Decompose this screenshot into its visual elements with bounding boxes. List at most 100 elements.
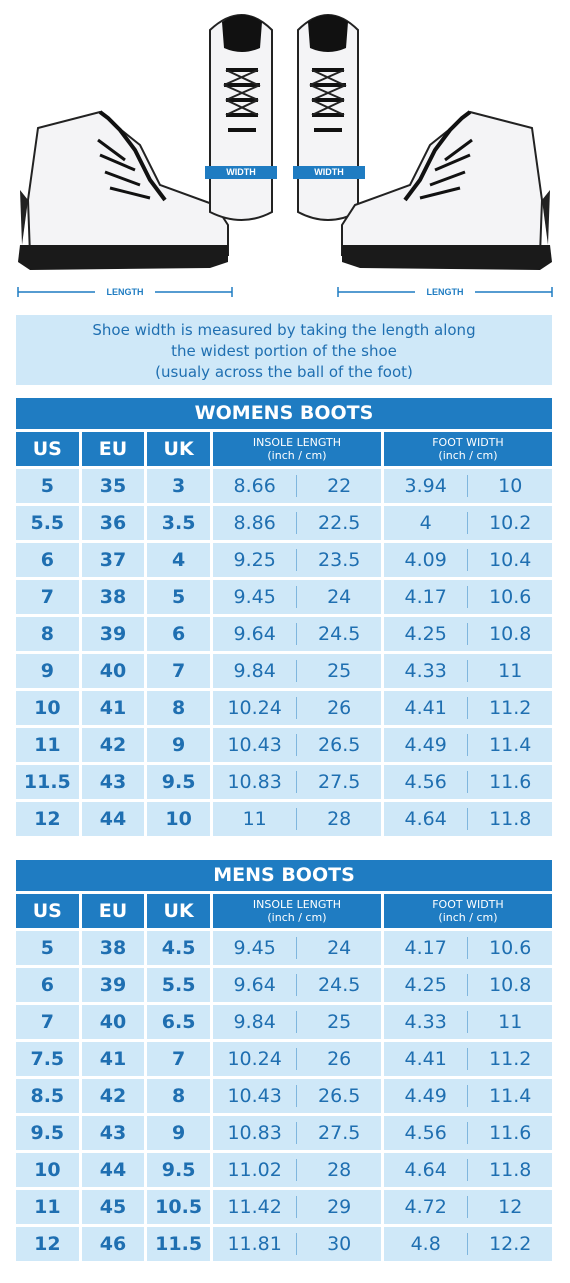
- width-label-left: WIDTH: [205, 166, 277, 179]
- right-boot-side-view: [341, 110, 552, 270]
- us-size-cell: 5.5: [16, 506, 79, 540]
- table-row: 9.5 43 9 10.83 27.5 4.56 11.6: [16, 1116, 552, 1150]
- eu-size-cell: 44: [81, 1153, 145, 1187]
- insole-inch: 9.84: [233, 1011, 276, 1033]
- table-row: 11 42 9 10.43 26.5 4.49 11.4: [16, 728, 552, 762]
- insole-inch: 8.66: [233, 475, 276, 497]
- foot-width-cell: 4.33 11: [383, 1005, 552, 1039]
- table-row: 5 38 4.5 9.45 24 4.17 10.6: [16, 931, 552, 965]
- table-row: 5 35 3 8.66 22 3.94 10: [16, 469, 552, 503]
- header-foot-label: FOOT WIDTH: [432, 436, 504, 449]
- insole-inch: 11.02: [227, 1159, 282, 1181]
- us-size-cell: 7.5: [16, 1042, 79, 1076]
- cell-divider: [296, 1196, 298, 1218]
- insole-cm: 25: [327, 1011, 352, 1033]
- us-size-cell: 11: [16, 728, 79, 762]
- uk-size-cell: 4.5: [147, 931, 210, 965]
- foot-width-cell: 4.49 11.4: [383, 728, 552, 762]
- table-row: 8.5 42 8 10.43 26.5 4.49 11.4: [16, 1079, 552, 1113]
- eu-size-cell: 44: [81, 802, 145, 836]
- mens-table-title: MENS BOOTS: [16, 860, 552, 891]
- insole-inch: 9.45: [233, 937, 276, 959]
- uk-size-cell: 5: [147, 580, 210, 614]
- cell-divider: [296, 937, 298, 959]
- foot-width-cm: 11.2: [489, 1048, 532, 1070]
- insole-cell: 9.45 24: [212, 931, 381, 965]
- uk-size-cell: 3.5: [147, 506, 210, 540]
- cell-divider: [467, 1233, 469, 1255]
- cell-divider: [296, 660, 298, 682]
- insole-inch: 10.83: [227, 1122, 282, 1144]
- cell-divider: [467, 660, 469, 682]
- cell-divider: [467, 771, 469, 793]
- cell-divider: [296, 1159, 298, 1181]
- eu-size-cell: 41: [81, 691, 145, 725]
- foot-width-inch: 3.94: [404, 475, 447, 497]
- foot-width-inch: 4.72: [404, 1196, 447, 1218]
- insole-cm: 27.5: [318, 1122, 361, 1144]
- insole-inch: 9.45: [233, 586, 276, 608]
- cell-divider: [296, 475, 298, 497]
- insole-cm: 23.5: [318, 549, 361, 571]
- foot-width-cell: 4.41 11.2: [383, 1042, 552, 1076]
- insole-cell: 9.84 25: [212, 1005, 381, 1039]
- table-row: 12 46 11.5 11.81 30 4.8 12.2: [16, 1227, 552, 1261]
- foot-width-cm: 11.6: [489, 1122, 532, 1144]
- insole-cell: 10.24 26: [212, 691, 381, 725]
- uk-size-cell: 7: [147, 654, 210, 688]
- insole-cm: 30: [327, 1233, 352, 1255]
- eu-size-cell: 39: [81, 968, 145, 1002]
- insole-inch: 10.83: [227, 771, 282, 793]
- foot-width-inch: 4.09: [404, 549, 447, 571]
- table-row: 7 38 5 9.45 24 4.17 10.6: [16, 580, 552, 614]
- womens-size-table: WOMENS BOOTS US EU UK INSOLE LENGTH (inc…: [16, 398, 552, 836]
- us-size-cell: 12: [16, 1227, 79, 1261]
- insole-inch: 10.43: [227, 1085, 282, 1107]
- cell-divider: [467, 734, 469, 756]
- table-row: 6 37 4 9.25 23.5 4.09 10.4: [16, 543, 552, 577]
- uk-size-cell: 8: [147, 1079, 210, 1113]
- insole-cell: 9.45 24: [212, 580, 381, 614]
- length-label-right: LENGTH: [415, 286, 475, 298]
- cell-divider: [296, 808, 298, 830]
- insole-cell: 8.86 22.5: [212, 506, 381, 540]
- cell-divider: [467, 623, 469, 645]
- insole-cell: 10.43 26.5: [212, 728, 381, 762]
- cell-divider: [296, 734, 298, 756]
- header-foot-label: FOOT WIDTH: [432, 898, 504, 911]
- foot-width-inch: 4.56: [404, 1122, 447, 1144]
- foot-width-cell: 4.56 11.6: [383, 765, 552, 799]
- boot-illustrations: [17, 14, 553, 297]
- header-uk: UK: [147, 894, 210, 928]
- foot-width-cell: 4.64 11.8: [383, 802, 552, 836]
- uk-size-cell: 9: [147, 1116, 210, 1150]
- eu-size-cell: 39: [81, 617, 145, 651]
- header-us: US: [16, 894, 79, 928]
- mens-header-row: US EU UK INSOLE LENGTH (inch / cm) FOOT …: [16, 894, 552, 928]
- insole-inch: 11.81: [227, 1233, 282, 1255]
- foot-width-cell: 4.72 12: [383, 1190, 552, 1224]
- us-size-cell: 7: [16, 580, 79, 614]
- measurement-info: Shoe width is measured by taking the len…: [16, 315, 552, 385]
- foot-width-cm: 12: [498, 1196, 523, 1218]
- uk-size-cell: 11.5: [147, 1227, 210, 1261]
- womens-header-row: US EU UK INSOLE LENGTH (inch / cm) FOOT …: [16, 432, 552, 466]
- foot-width-cm: 11.4: [489, 734, 532, 756]
- uk-size-cell: 9.5: [147, 765, 210, 799]
- foot-width-cm: 10.8: [489, 623, 532, 645]
- header-uk: UK: [147, 432, 210, 466]
- header-insole-length: INSOLE LENGTH (inch / cm): [212, 894, 381, 928]
- eu-size-cell: 38: [81, 931, 145, 965]
- header-foot-width: FOOT WIDTH (inch / cm): [383, 432, 552, 466]
- foot-width-inch: 4.41: [404, 697, 447, 719]
- header-insole-units: (inch / cm): [267, 449, 327, 462]
- cell-divider: [467, 974, 469, 996]
- foot-width-inch: 4.49: [404, 1085, 447, 1107]
- insole-cm: 22.5: [318, 512, 361, 534]
- foot-width-inch: 4.25: [404, 623, 447, 645]
- uk-size-cell: 4: [147, 543, 210, 577]
- eu-size-cell: 46: [81, 1227, 145, 1261]
- foot-width-cell: 4.25 10.8: [383, 968, 552, 1002]
- table-row: 7.5 41 7 10.24 26 4.41 11.2: [16, 1042, 552, 1076]
- cell-divider: [467, 512, 469, 534]
